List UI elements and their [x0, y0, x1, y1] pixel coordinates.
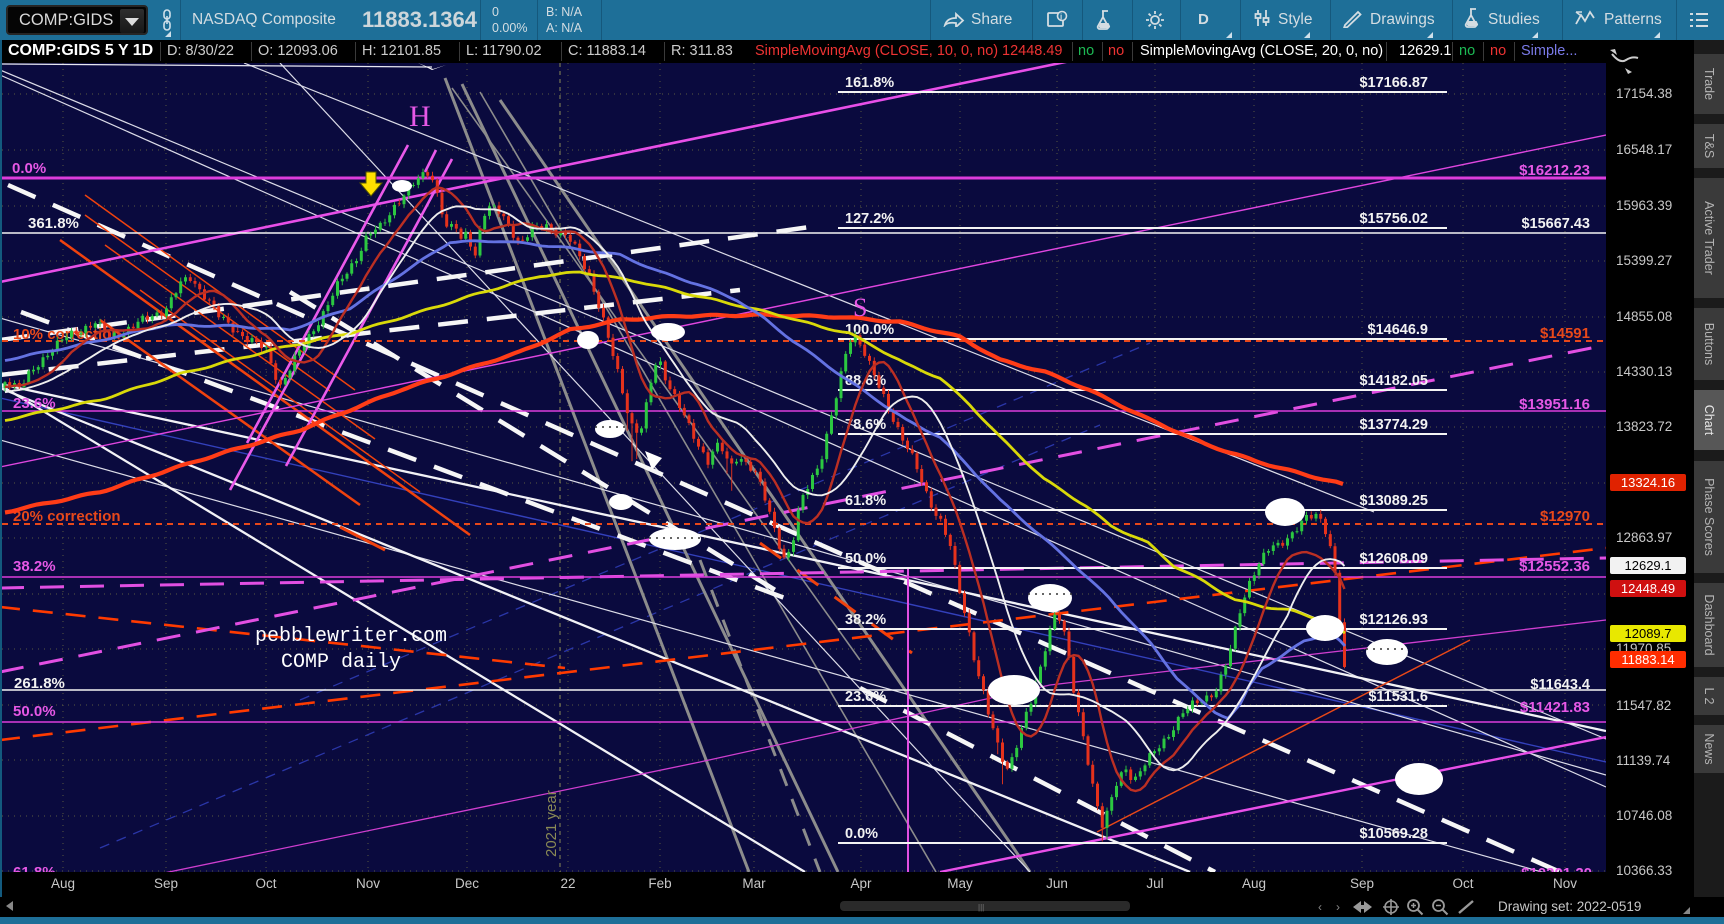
svg-text:0.0%: 0.0% [12, 160, 46, 177]
svg-text:$15756.02: $15756.02 [1359, 211, 1428, 227]
svg-text:20% correction: 20% correction [13, 508, 121, 525]
svg-text:S: S [853, 293, 867, 322]
svg-text:$12970: $12970 [1540, 508, 1590, 525]
svg-text:$12552.36: $12552.36 [1519, 558, 1590, 575]
svg-text:0.0%: 0.0% [845, 826, 878, 842]
svg-text:$15667.43: $15667.43 [1521, 216, 1590, 232]
svg-text:50.0%: 50.0% [13, 703, 56, 720]
svg-text:50.0%: 50.0% [845, 551, 886, 567]
svg-text:61.8%: 61.8% [13, 864, 56, 872]
svg-text:$11531.6: $11531.6 [1368, 689, 1428, 705]
svg-text:$13089.25: $13089.25 [1359, 493, 1428, 509]
svg-text:$14646.9: $14646.9 [1368, 322, 1428, 338]
svg-text:361.8%: 361.8% [28, 215, 79, 232]
svg-text:H: H [409, 100, 431, 133]
svg-text:23.6%: 23.6% [13, 395, 56, 412]
svg-text:127.2%: 127.2% [845, 211, 894, 227]
svg-text:38.2%: 38.2% [13, 558, 56, 575]
svg-text:COMP daily: COMP daily [281, 651, 401, 674]
svg-text:$13951.16: $13951.16 [1519, 396, 1590, 413]
svg-text:2021 year: 2021 year [543, 790, 560, 857]
svg-text:$11421.83: $11421.83 [1520, 699, 1590, 716]
svg-text:$16212.23: $16212.23 [1519, 162, 1590, 179]
svg-text:$13774.29: $13774.29 [1359, 417, 1428, 433]
svg-text:38.2%: 38.2% [845, 612, 886, 628]
svg-text:pebblewriter.com: pebblewriter.com [255, 625, 447, 648]
svg-text:$12608.09: $12608.09 [1359, 551, 1428, 567]
svg-text:$12126.93: $12126.93 [1359, 612, 1428, 628]
svg-text:i: i [1060, 13, 1062, 22]
svg-text:$10569.28: $10569.28 [1359, 826, 1428, 842]
svg-text:$14182.05: $14182.05 [1359, 373, 1428, 389]
svg-text:$14591: $14591 [1540, 325, 1590, 342]
svg-text:61.8%: 61.8% [845, 493, 886, 509]
svg-text:$10201.20: $10201.20 [1521, 865, 1592, 872]
svg-text:23.6%: 23.6% [845, 689, 886, 705]
svg-text:100.0%: 100.0% [845, 322, 894, 338]
svg-text:261.8%: 261.8% [14, 675, 65, 692]
svg-text:$17166.87: $17166.87 [1359, 75, 1428, 91]
svg-text:$11643.4: $11643.4 [1530, 677, 1590, 693]
svg-text:161.8%: 161.8% [845, 75, 894, 91]
